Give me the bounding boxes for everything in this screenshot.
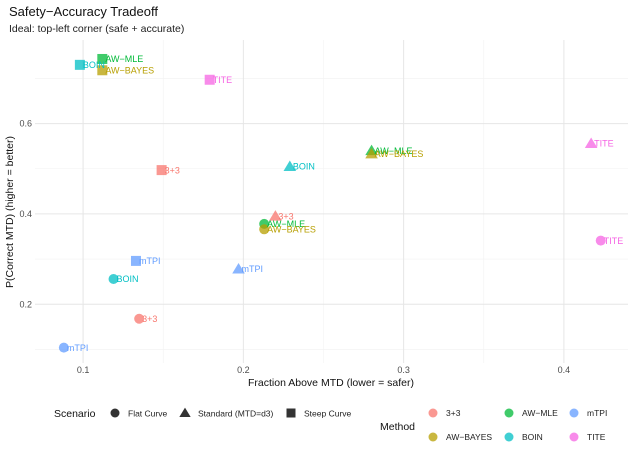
point-tite-standard (584, 137, 598, 148)
point-tite-steep (204, 74, 215, 85)
point-aw-bayes-steep (97, 65, 108, 76)
point-3-3-steep (156, 165, 167, 176)
point-mtpi-flat (58, 342, 69, 353)
y-tick-label: 0.2 (19, 299, 32, 309)
point-aw-mle-steep (97, 53, 108, 64)
point-label-mtpi-flat: mTPI (67, 343, 89, 353)
data-points (58, 53, 606, 353)
point-label-mtpi-standard: mTPI (242, 264, 264, 274)
chart-title: Safety−Accuracy Tradeoff (9, 4, 158, 19)
point-label-aw-mle-standard: AW−MLE (375, 146, 413, 156)
x-tick-label: 0.1 (77, 365, 90, 375)
method-legend-key-aw-bayes (428, 432, 438, 442)
method-legend-key-boin (504, 432, 514, 442)
method-legend-key-mtpi (569, 408, 579, 418)
method-legend-label-tite: TITE (587, 432, 606, 442)
scenario-legend-key-flat (110, 408, 120, 418)
point-label-3-3-steep: 3+3 (165, 165, 180, 175)
method-legend-label-aw-bayes: AW−BAYES (446, 432, 492, 442)
method-legend-key-tite (569, 432, 579, 442)
method-legend-label-mtpi: mTPI (587, 408, 607, 418)
point-boin-steep (74, 59, 85, 70)
grid-lines (35, 40, 628, 363)
scenario-legend-key-steep (286, 408, 296, 418)
scenario-legend-title: Scenario (54, 408, 96, 420)
y-axis-title: P(Correct MTD) (higher = better) (4, 136, 16, 288)
point-label-tite-steep: TITE (213, 75, 233, 85)
point-label-aw-bayes-steep: AW−BAYES (105, 65, 154, 75)
point-label-tite-flat: TITE (604, 236, 624, 246)
point-label-mtpi-steep: mTPI (139, 256, 161, 266)
method-legend: Method 3+3 AW−MLE mTPI AW−BAYES BOIN TITE (380, 408, 607, 442)
y-tick-label: 0.4 (19, 209, 32, 219)
point-label-aw-bayes-standard: AW−BAYES (375, 149, 424, 159)
x-tick-label: 0.4 (558, 365, 571, 375)
scenario-legend-key-standard (179, 407, 191, 418)
point-label-aw-mle-steep: AW−MLE (105, 54, 143, 64)
point-label-3-3-standard: 3+3 (278, 211, 293, 221)
point-tite-flat (595, 235, 606, 246)
scenario-legend: Scenario Flat Curve Standard (MTD=d3) Steep… (54, 407, 352, 420)
method-legend-key-aw-mle (504, 408, 514, 418)
method-legend-label-boin: BOIN (522, 432, 543, 442)
x-tick-label: 0.2 (237, 365, 250, 375)
point-3-3-flat (134, 313, 145, 324)
point-label-boin-standard: BOIN (293, 162, 315, 172)
point-aw-bayes-standard (365, 147, 378, 159)
point-label-boin-steep: BOIN (83, 60, 105, 70)
point-aw-bayes-flat (259, 224, 270, 235)
x-axis-title: Fraction Above MTD (lower = safer) (248, 377, 414, 389)
scenario-legend-label-steep: Steep Curve (304, 409, 352, 419)
y-tick-label: 0.6 (19, 119, 32, 129)
axis-ticks: 0.1 0.2 0.3 0.4 0.2 0.4 0.6 (19, 119, 570, 375)
x-tick-label: 0.3 (397, 365, 410, 375)
point-boin-flat (108, 273, 119, 284)
method-legend-label-3-3: 3+3 (446, 408, 461, 418)
point-mtpi-steep (130, 255, 141, 266)
scenario-legend-label-standard: Standard (MTD=d3) (198, 409, 274, 419)
point-label-aw-bayes-flat: AW−BAYES (267, 224, 316, 234)
point-mtpi-standard (232, 263, 245, 274)
point-label-aw-mle-flat: AW−MLE (267, 219, 305, 229)
point-label-tite-standard: TITE (594, 139, 614, 149)
point-3-3-standard (269, 210, 282, 221)
point-labels: 3+33+33+3AW−MLEAW−MLEAW−MLEAW−BAYESAW−BA… (67, 54, 623, 353)
scenario-legend-label-flat: Flat Curve (128, 409, 167, 419)
method-legend-label-aw-mle: AW−MLE (522, 408, 558, 418)
method-legend-title: Method (380, 421, 415, 433)
point-boin-standard (283, 160, 297, 171)
point-label-3-3-flat: 3+3 (142, 314, 157, 324)
method-legend-key-3-3 (428, 408, 438, 418)
point-label-boin-flat: BOIN (117, 274, 139, 284)
chart-subtitle: Ideal: top-left corner (safe + accurate) (9, 23, 184, 35)
